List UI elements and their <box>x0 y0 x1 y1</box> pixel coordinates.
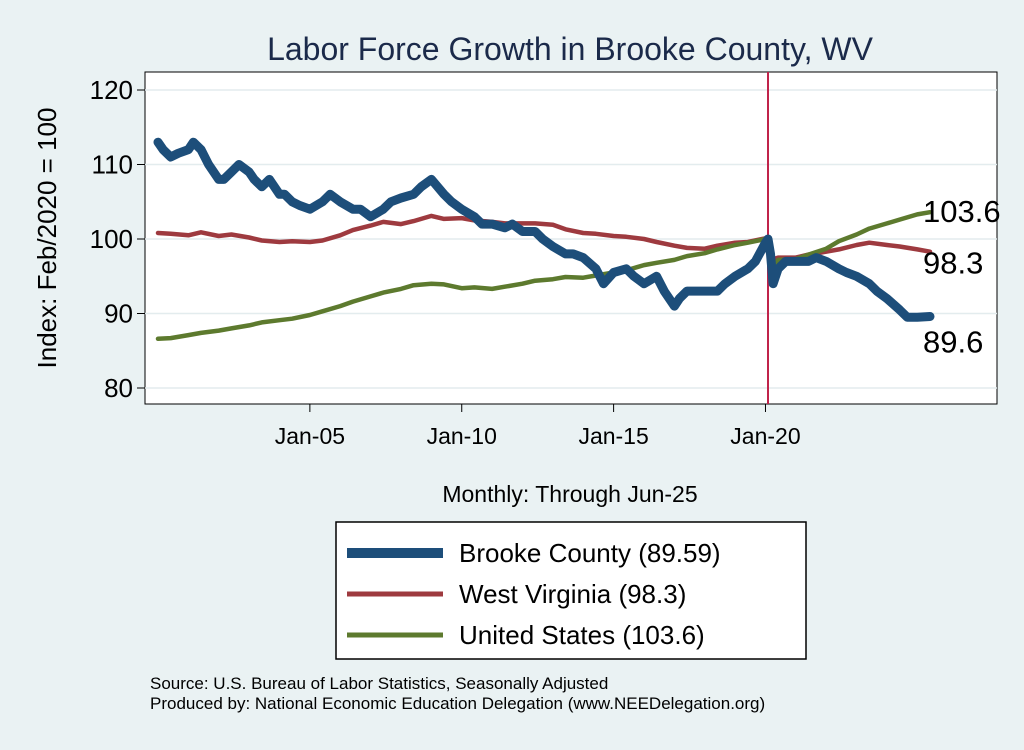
legend-item-label: United States (103.6) <box>459 620 705 650</box>
y-axis-ticks: 80 90 100 110 120 <box>90 75 145 403</box>
y-tick-label: 120 <box>90 75 133 105</box>
legend-item-label: Brooke County (89.59) <box>459 538 721 568</box>
y-axis-label: Index: Feb/2020 = 100 <box>32 108 62 369</box>
x-tick-label: Jan-20 <box>730 423 800 449</box>
y-tick-label: 80 <box>104 373 133 403</box>
plot-area <box>144 71 998 405</box>
x-axis-label: Monthly: Through Jun-25 <box>442 481 697 507</box>
legend-item-label: West Virginia (98.3) <box>459 579 686 609</box>
x-tick-label: Jan-10 <box>427 423 497 449</box>
legend-box <box>335 521 807 660</box>
source-note: Source: U.S. Bureau of Labor Statistics,… <box>150 674 608 693</box>
end-value-label: 103.6 <box>923 194 1001 229</box>
series-lines <box>153 137 935 342</box>
x-axis-ticks: Jan-05 Jan-10 Jan-15 Jan-20 <box>275 404 801 449</box>
x-tick-label: Jan-15 <box>578 423 648 449</box>
y-tick-label: 100 <box>90 224 133 254</box>
series-line <box>153 137 935 322</box>
end-labels: 89.6 98.3 103.6 <box>923 194 1001 359</box>
end-value-label: 98.3 <box>923 246 983 281</box>
y-tick-label: 90 <box>104 299 133 329</box>
chart-title: Labor Force Growth in Brooke County, WV <box>267 31 874 67</box>
producer-note: Produced by: National Economic Education… <box>150 694 765 713</box>
x-tick-label: Jan-05 <box>275 423 345 449</box>
legend: Brooke County (89.59) West Virginia (98.3… <box>347 538 721 650</box>
end-value-label: 89.6 <box>923 324 983 359</box>
y-tick-label: 110 <box>92 150 133 180</box>
gridlines <box>145 89 997 389</box>
